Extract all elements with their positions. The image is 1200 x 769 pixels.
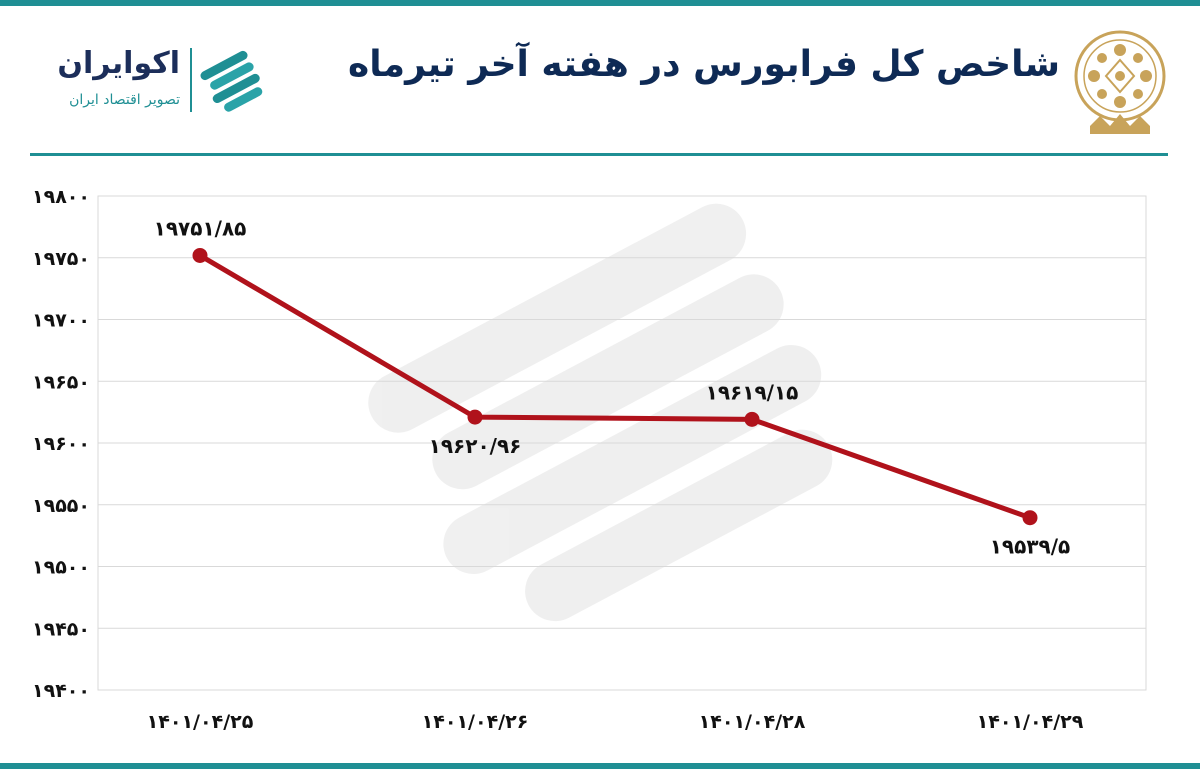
top-accent-bar (0, 0, 1200, 6)
data-label: ۱۹۶۱۹/۱۵ (706, 380, 799, 404)
data-point (1022, 510, 1038, 526)
data-label: ۱۹۷۵۱/۸۵ (154, 216, 247, 240)
data-label: ۱۹۶۲۰/۹۶ (429, 434, 522, 458)
brand-block: اکوایران تصویر اقتصاد ایران (30, 40, 270, 120)
y-tick-label: ۱۹۴۵۰ (32, 618, 90, 640)
y-tick-label: ۱۹۵۰۰ (32, 557, 90, 579)
brand-logo-icon (200, 50, 263, 112)
page-title: شاخص کل فرابورس در هفته آخر تیرماه (348, 44, 1060, 85)
y-tick-label: ۱۹۶۵۰ (32, 371, 90, 393)
x-tick-label: ۱۴۰۱/۰۴/۲۸ (699, 711, 806, 733)
brand-separator (190, 48, 192, 112)
line-chart: ۱۹۴۰۰ ۱۹۴۵۰ ۱۹۵۰۰ ۱۹۵۵۰ ۱۹۶۰۰ ۱۹۶۵۰ ۱۹۷۰۰ ۱۹۷۵۰… (32, 186, 1147, 733)
data-point (744, 411, 760, 427)
x-tick-label: ۱۴۰۱/۰۴/۲۵ (147, 711, 254, 733)
header-divider (30, 153, 1168, 156)
seal-logo-icon (1074, 30, 1166, 134)
brand-tagline: تصویر اقتصاد ایران (69, 92, 180, 108)
data-label: ۱۹۵۳۹/۵ (990, 535, 1071, 559)
y-tick-label: ۱۹۶۰۰ (32, 433, 90, 455)
data-point (192, 247, 208, 263)
y-tick-label: ۱۹۷۵۰ (32, 248, 90, 270)
y-tick-label: ۱۹۴۰۰ (32, 680, 90, 702)
x-tick-label: ۱۴۰۱/۰۴/۲۶ (422, 711, 529, 733)
y-tick-label: ۱۹۷۰۰ (32, 310, 90, 332)
watermark-icon (368, 203, 833, 622)
bottom-accent-bar (0, 763, 1200, 769)
y-tick-label: ۱۹۸۰۰ (32, 186, 90, 208)
brand-name: اکوایران (57, 46, 180, 81)
series-line (197, 252, 1033, 521)
x-tick-label: ۱۴۰۱/۰۴/۲۹ (977, 711, 1084, 733)
data-point (467, 409, 483, 425)
y-tick-label: ۱۹۵۵۰ (32, 495, 90, 517)
